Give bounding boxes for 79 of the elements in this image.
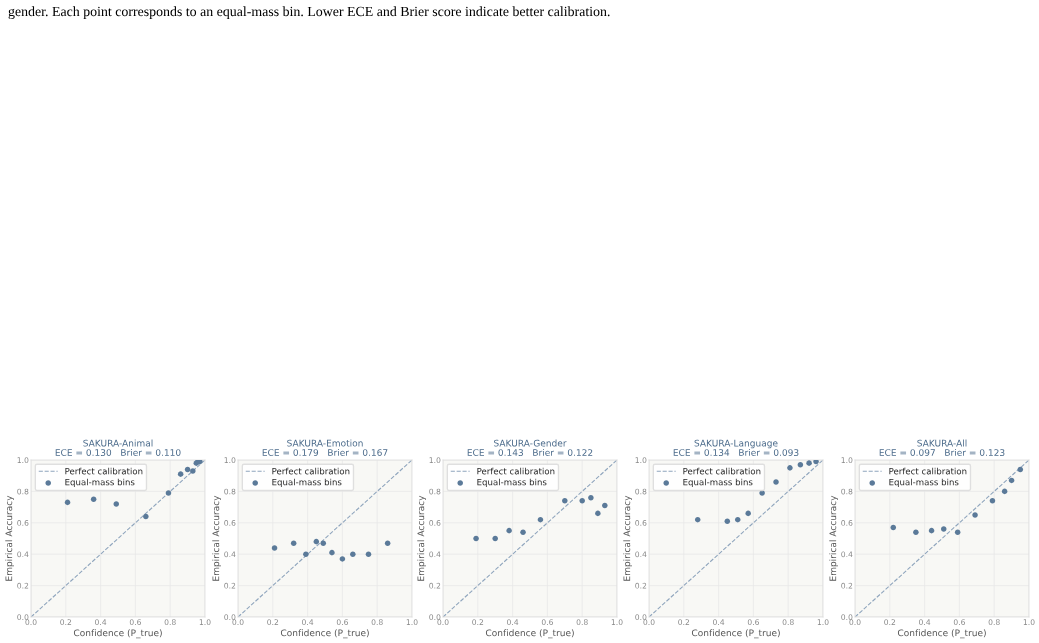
point [271, 545, 278, 551]
chart-title: SAKURA-Gender [494, 439, 567, 447]
y-axis-title: Empirical Accuracy [5, 495, 14, 581]
point [562, 498, 568, 504]
legend-label: Equal-mass bins [477, 478, 547, 487]
chart-subtitle: ECE = 0.179 Brier = 0.167 [262, 448, 388, 456]
x-axis-title: Confidence (P_true) [485, 629, 574, 639]
point [190, 468, 196, 474]
point [595, 510, 601, 517]
point [350, 551, 356, 557]
point [537, 516, 544, 523]
point [520, 529, 526, 535]
point [813, 460, 819, 465]
point [890, 524, 897, 531]
point [290, 540, 297, 546]
y-axis-title: Empirical Accuracy [212, 495, 221, 581]
point [724, 518, 731, 525]
chart-title: SAKURA-Animal [83, 439, 153, 447]
point [365, 551, 372, 557]
point [954, 529, 961, 535]
point [972, 512, 978, 518]
point [694, 516, 701, 523]
legend-label: Equal-mass bins [65, 478, 135, 487]
chart-title: SAKURA-All [917, 439, 967, 447]
point [339, 556, 346, 562]
point [797, 461, 804, 468]
point [303, 551, 309, 557]
x-axis-title: Confidence (P_true) [280, 629, 369, 639]
point [384, 540, 391, 546]
legend-label: Equal-mass bins [889, 478, 959, 487]
point [579, 498, 585, 504]
point [759, 490, 765, 496]
point [913, 529, 919, 535]
text: gender. Each point corresponds to an equal-mass bin. Lower ECE and Brier score indicate better calibration. [8, 6, 610, 19]
chart-title: SAKURA-Language [694, 439, 778, 449]
point [734, 516, 741, 523]
point [940, 526, 947, 532]
chart-title: SAKURA-Emotion [287, 439, 363, 447]
point [473, 535, 479, 542]
legend-label: Perfect calibration [889, 467, 967, 475]
x-axis-title: Confidence (P_true) [897, 629, 986, 639]
point [313, 538, 320, 545]
point [329, 549, 335, 556]
legend-label: Perfect calibration [272, 467, 350, 475]
x-axis-title: Confidence (P_true) [73, 629, 162, 639]
point [113, 501, 120, 507]
point [745, 510, 751, 517]
point [177, 471, 184, 477]
point [506, 527, 512, 534]
y-axis-title: Empirical Accuracy [829, 495, 838, 581]
point [1008, 477, 1015, 484]
point [320, 540, 327, 546]
point [588, 494, 594, 501]
point [928, 527, 935, 534]
point [90, 496, 97, 503]
point [165, 490, 172, 496]
point [989, 498, 996, 504]
legend-label: Perfect calibration [477, 467, 555, 475]
legend-label: Perfect calibration [65, 467, 143, 475]
point [602, 502, 608, 509]
point [143, 513, 149, 520]
point [184, 466, 191, 473]
chart-subtitle: ECE = 0.134 Brier = 0.093 [673, 448, 799, 456]
legend-label: Equal-mass bins [272, 478, 342, 487]
legend-label: Perfect calibration [683, 467, 761, 475]
point [1017, 466, 1024, 473]
chart-subtitle: ECE = 0.130 Brier = 0.110 [55, 448, 181, 456]
chart-subtitle: ECE = 0.097 Brier = 0.123 [879, 448, 1005, 456]
point [787, 465, 793, 471]
point [64, 499, 71, 506]
y-axis-title: Empirical Accuracy [417, 495, 426, 581]
point [492, 535, 498, 542]
chart-subtitle: ECE = 0.143 Brier = 0.122 [467, 448, 593, 456]
point [1001, 488, 1008, 495]
point [806, 460, 812, 466]
x-axis-title: Confidence (P_true) [691, 629, 780, 639]
legend-label: Equal-mass bins [683, 478, 753, 487]
y-axis-title: Empirical Accuracy [623, 495, 632, 581]
point [773, 479, 779, 485]
